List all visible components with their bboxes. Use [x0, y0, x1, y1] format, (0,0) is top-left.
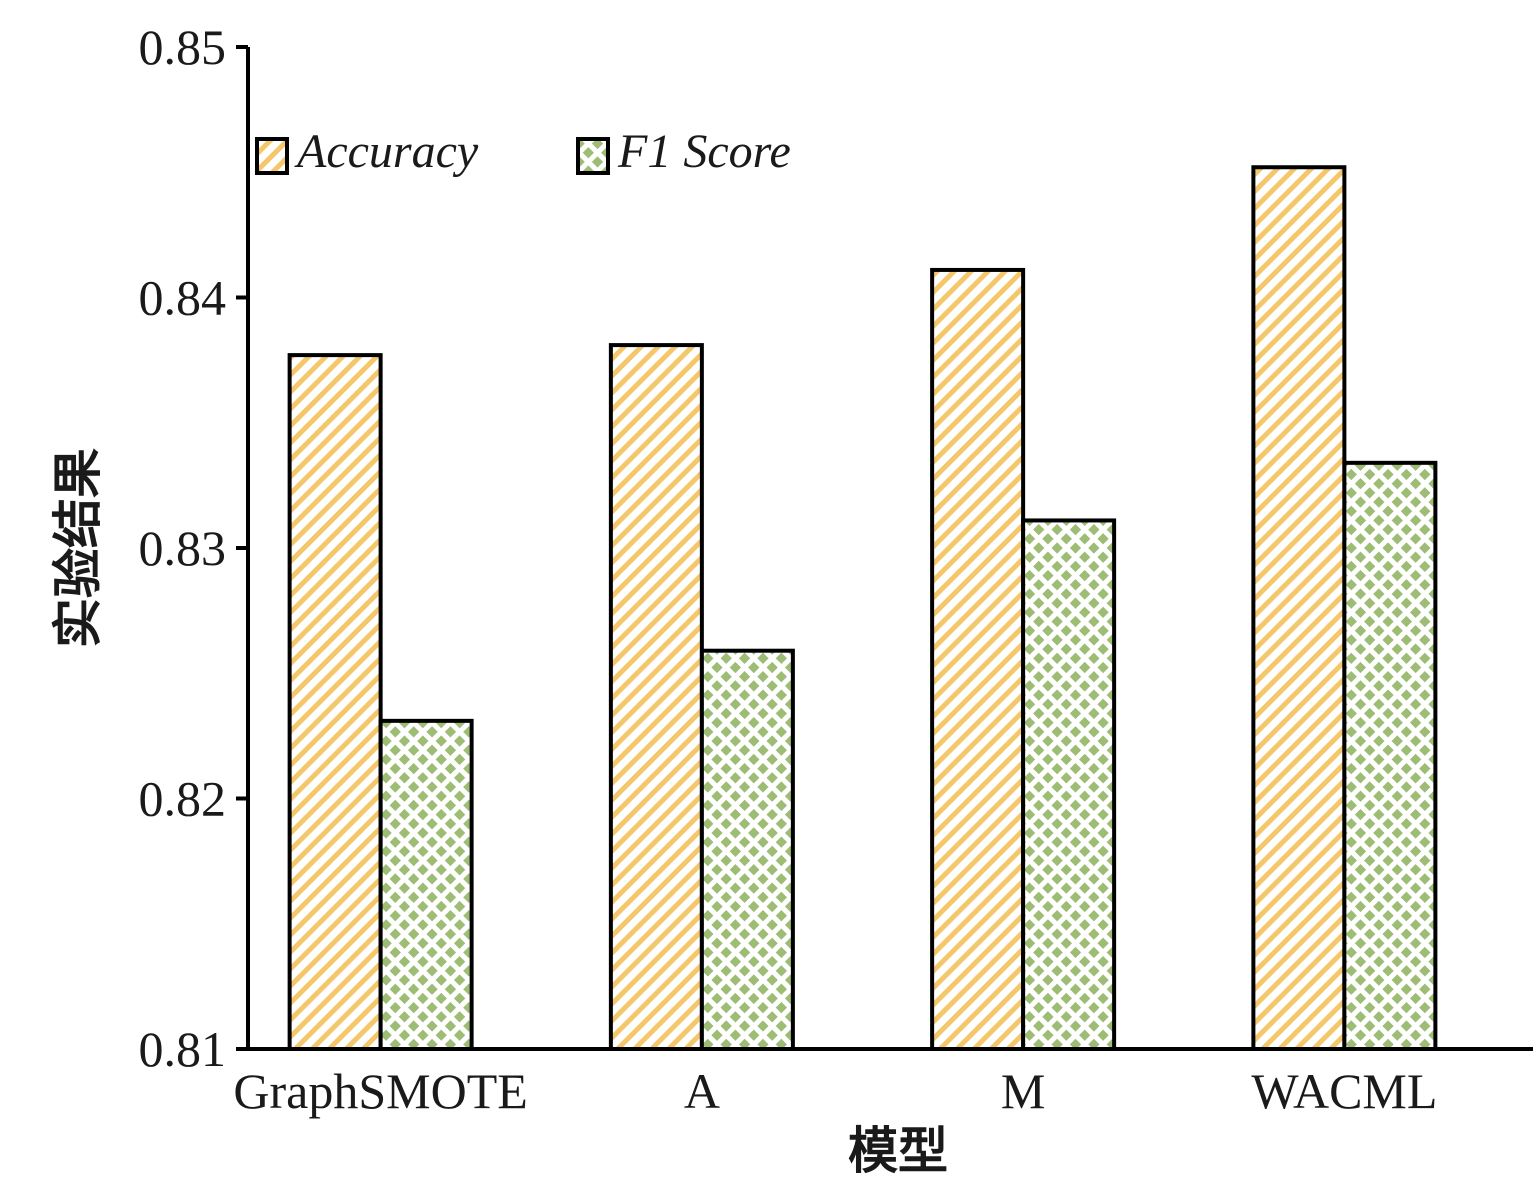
bar-f1-score — [1021, 518, 1117, 1051]
legend: Accuracy F1 Score — [255, 125, 791, 178]
y-tick-label: 0.85 — [139, 19, 227, 75]
bars-group — [287, 165, 1438, 1052]
x-tick-label: WACML — [1251, 1063, 1437, 1119]
bar-f1-score — [378, 718, 474, 1051]
legend-label-accuracy: Accuracy — [294, 125, 479, 178]
y-tick-label: 0.83 — [139, 520, 227, 576]
x-axis-title: 模型 — [848, 1121, 948, 1180]
x-tick-label: M — [1001, 1063, 1045, 1119]
x-tick-label: A — [684, 1063, 720, 1119]
bar-f1-score — [699, 648, 795, 1052]
bar-accuracy — [608, 343, 704, 1052]
bar-f1-score — [1342, 460, 1438, 1051]
legend-label-f1-score: F1 Score — [617, 125, 791, 178]
legend-swatch-f1-score — [576, 137, 610, 175]
y-tick-label: 0.81 — [139, 1021, 227, 1077]
y-tick-label: 0.82 — [139, 771, 227, 827]
x-labels-group: GraphSMOTE A M WACML — [233, 1063, 1437, 1119]
y-ticks-group: 0.81 0.82 0.83 0.84 0.85 — [139, 19, 248, 1077]
x-tick-label: GraphSMOTE — [233, 1063, 527, 1119]
bar-accuracy — [287, 353, 383, 1051]
bar-accuracy — [930, 267, 1026, 1051]
bar-accuracy — [1251, 165, 1347, 1052]
legend-swatch-accuracy — [255, 137, 289, 175]
y-axis-title: 实验结果 — [48, 448, 107, 648]
y-tick-label: 0.84 — [139, 270, 227, 326]
